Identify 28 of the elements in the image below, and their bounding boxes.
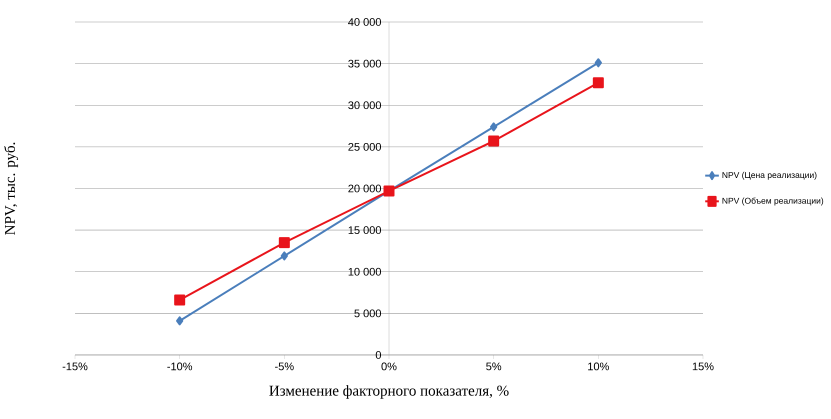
y-tick-label: 0 [376,351,382,359]
y-tick-label: 35 000 [348,60,382,68]
x-tick-label: 0% [381,362,397,370]
x-axis-title: Изменение факторного показателя, % [269,385,509,399]
x-tick-label: -5% [275,362,294,370]
y-axis-title: NPV, тыс. руб. [4,142,18,235]
point [488,136,500,147]
point [490,122,498,132]
point [592,77,604,88]
point [594,58,602,68]
point [280,251,288,260]
y-tick-label: 20 000 [348,184,382,192]
y-tick-label: 30 000 [348,101,382,110]
y-tick-label: 5 000 [354,309,382,318]
y-tick-label: 25 000 [348,142,382,151]
y-tick-label: 15 000 [348,226,382,234]
y-tick-label: 40 000 [348,18,382,26]
point [278,237,290,248]
x-tick-label: 10% [588,362,609,370]
x-tick-label: -15% [62,362,88,370]
x-tick-label: 5% [486,362,502,370]
x-tick-label: -10% [167,362,192,370]
legend-label: NPV (Цена реализации) [722,172,816,180]
y-tick-label: 10 000 [348,268,382,276]
legend-label: NPV (Объем реализации) [722,197,824,206]
point [176,316,184,326]
x-tick-label: 15% [692,362,714,370]
point [174,294,186,306]
